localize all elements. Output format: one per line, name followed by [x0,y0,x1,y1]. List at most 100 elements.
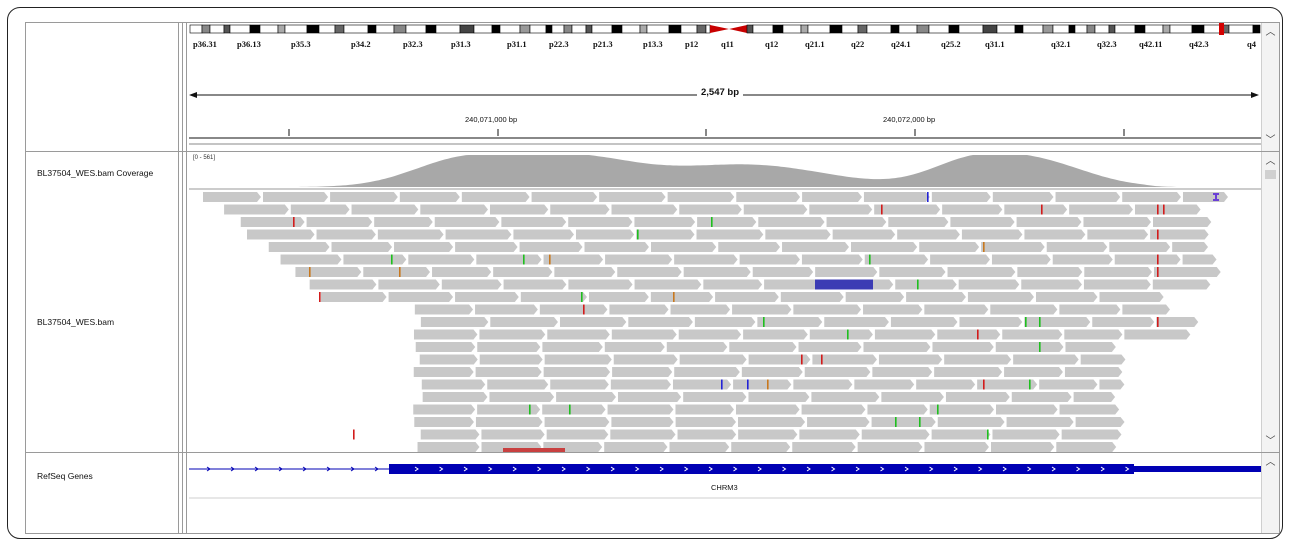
cytoband [898,24,918,34]
aligned-read [377,229,444,240]
scroll-thumb[interactable] [1265,170,1276,179]
mismatch-marker [767,379,769,390]
mismatch-marker [983,379,985,390]
chrm3-gene-feature[interactable] [189,458,1261,480]
cytoband-label: q42.11 [1139,39,1163,49]
alignment-scrollbar[interactable]: ︿ ﹀ [1261,152,1279,452]
aligned-read [863,342,931,352]
aligned-read [992,192,1054,202]
aligned-read [461,192,530,202]
mismatch-marker [821,354,823,365]
aligned-read [895,279,957,290]
alignment-reads[interactable] [189,190,1261,452]
cytoband-label: p31.3 [451,39,471,49]
aligned-read [542,404,606,415]
aligned-read [931,429,991,440]
cytoband [545,24,553,34]
cytoband [334,24,345,34]
cytoband [1228,24,1254,34]
strand-arrow [684,466,689,472]
panel-divider[interactable] [182,453,187,533]
chevron-down-icon[interactable]: ﹀ [1265,135,1276,146]
aligned-read [729,342,797,352]
ruler-tick-label: 240,072,000 bp [883,115,936,124]
aligned-read [612,367,673,377]
cytoband [551,24,565,34]
aligned-read [1134,204,1201,215]
aligned-read [748,392,810,402]
mismatch-marker [1039,317,1041,327]
aligned-read [801,404,866,415]
cytoband-label: q22 [851,39,865,49]
aligned-read [871,417,936,427]
alignment-track-name[interactable]: BL37504_WES.bam [37,317,115,327]
aligned-read [867,404,928,415]
aligned-read [942,204,1003,215]
aligned-read [1059,304,1121,315]
aligned-read [1099,379,1125,390]
aligned-read [888,217,949,227]
aligned-read [544,417,610,427]
aligned-read [1061,429,1122,440]
mismatch-marker [549,254,551,265]
aligned-read [934,367,1003,377]
aligned-read [961,229,1023,240]
aligned-read [1004,204,1068,215]
aligned-read [1046,242,1108,252]
panel-divider[interactable] [182,23,187,151]
aligned-read [556,392,616,402]
aligned-read [543,254,604,265]
genes-track-name[interactable]: RefSeq Genes [37,471,93,481]
chevron-up-icon[interactable]: ︿ [1265,27,1276,38]
mismatch-marker [673,292,675,302]
alignment-data-area[interactable]: [0 - 561] [189,152,1261,452]
aligned-read [845,292,905,302]
aligned-read [758,217,825,227]
aligned-read [675,404,734,415]
current-region-marker [1219,23,1224,35]
partial-read [503,448,565,452]
aligned-read [736,192,801,202]
mismatch-marker [895,417,897,427]
mismatch-marker [581,292,583,302]
aligned-read [542,342,603,352]
aligned-read [718,242,781,252]
feature-data-area[interactable]: CHRM3 [189,453,1261,533]
feature-scrollbar[interactable]: ︿ [1261,453,1279,533]
aligned-read [824,317,889,327]
aligned-read [610,379,671,390]
panel-divider[interactable] [182,152,187,452]
cytoband-label: p36.31 [193,39,217,49]
strand-arrow [278,466,283,472]
cytoband [746,24,754,34]
chevron-up-icon[interactable]: ︿ [1265,156,1276,167]
cytoband [646,24,670,34]
strand-arrow [953,466,958,472]
mismatch-marker [977,329,979,340]
mismatch-marker [801,354,803,365]
aligned-read [554,267,616,277]
chevron-down-icon[interactable]: ﹀ [1265,436,1276,447]
aligned-read [674,254,738,265]
aligned-read [782,242,849,252]
strand-arrow [659,466,664,472]
mismatch-marker [919,417,921,427]
coverage-histogram[interactable] [189,152,1261,188]
aligned-read [863,304,923,315]
aligned-read [320,292,387,302]
header-scrollbar[interactable]: ︿ ﹀ [1261,23,1279,151]
chevron-up-icon[interactable]: ︿ [1265,457,1276,468]
aligned-read [995,404,1058,415]
chromosome-ideogram[interactable] [189,23,1261,39]
aligned-read [455,242,518,252]
aligned-read [1087,229,1149,240]
coverage-track-name[interactable]: BL37504_WES.bam Coverage [37,168,154,178]
aligned-read [1084,267,1152,277]
mismatch-marker [721,379,723,390]
strand-arrow [929,466,934,472]
cytoband-label: p13.3 [643,39,663,49]
cytoband [782,24,802,34]
strand-arrow [326,466,331,472]
aligned-read [1080,354,1126,365]
strand-arrow [414,466,419,472]
